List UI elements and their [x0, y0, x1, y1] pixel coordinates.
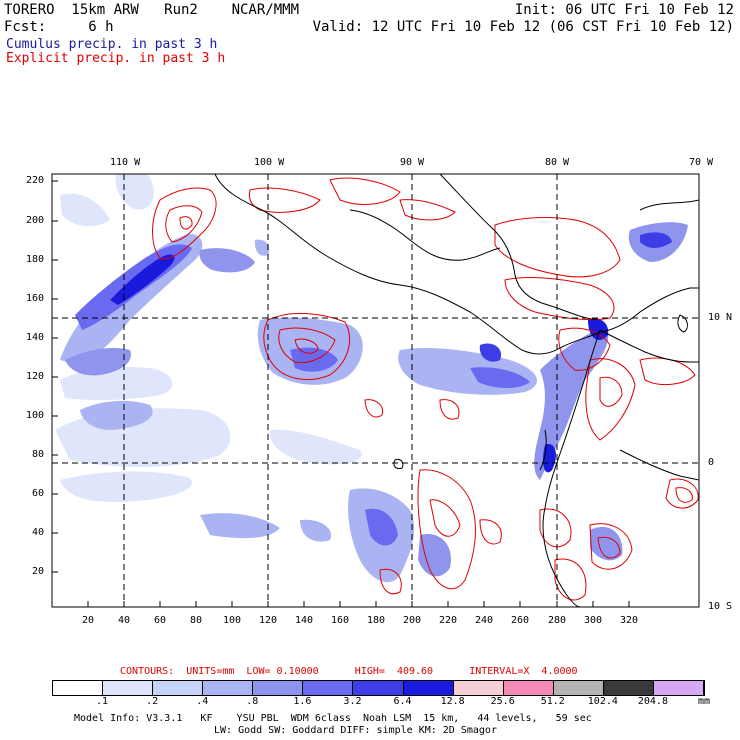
- contours-info: CONTOURS: UNITS=mm LOW= 0.10000 HIGH= 40…: [120, 666, 578, 677]
- lat-label-10s: 10 S: [708, 601, 733, 612]
- colorbar-label: 51.2: [540, 696, 565, 707]
- y-tick-label: 160: [26, 293, 45, 304]
- colorbar-swatch: [503, 681, 554, 695]
- colorbar-swatch: [103, 681, 154, 695]
- colorbar-label: 1.6: [293, 696, 312, 707]
- x-tick-label: 300: [584, 615, 603, 626]
- y-tick-label: 60: [32, 488, 45, 499]
- x-tick-label: 280: [548, 615, 567, 626]
- colorbar-label: 12.8: [440, 696, 465, 707]
- colorbar-label: 3.2: [343, 696, 362, 707]
- colorbar-label: .4: [196, 696, 209, 707]
- colorbar-swatch: [253, 681, 304, 695]
- model-physics: LW: Godd SW: Goddard DIFF: simple KM: 2D…: [214, 725, 497, 736]
- y-tick-label: 180: [26, 254, 45, 265]
- colorbar-label: 204.8: [637, 696, 668, 707]
- colorbar-swatch: [553, 681, 604, 695]
- y-tick-label: 120: [26, 371, 45, 382]
- colorbar-swatch: [603, 681, 654, 695]
- lon-label-100w: 100 W: [254, 157, 285, 168]
- x-tick-label: 120: [259, 615, 278, 626]
- x-tick-label: 260: [511, 615, 530, 626]
- x-tick-label: 80: [190, 615, 203, 626]
- lat-label-0: 0: [708, 457, 715, 468]
- colorbar-swatch: [203, 681, 254, 695]
- explicit-precip-contours: [152, 177, 699, 601]
- y-tick-label: 140: [26, 332, 45, 343]
- colorbar-swatch: [53, 681, 104, 695]
- colorbar-label: .2: [146, 696, 159, 707]
- lon-label-110w: 110 W: [110, 157, 141, 168]
- init-time: Init: 06 UTC Fri 10 Feb 12: [514, 2, 734, 18]
- lon-label-70w: 70 W: [689, 157, 714, 168]
- y-tick-label: 20: [32, 566, 45, 577]
- cumulus-precip-shading: [55, 174, 688, 583]
- lon-label-90w: 90 W: [400, 157, 425, 168]
- lat-label-10n: 10 N: [708, 312, 733, 323]
- y-tick-label: 100: [26, 410, 45, 421]
- colorbar-label: .1: [96, 696, 109, 707]
- colorbar-unit: mm: [698, 696, 711, 707]
- x-tick-label: 180: [367, 615, 386, 626]
- colorbar-swatch: [653, 681, 704, 695]
- y-tick-label: 200: [26, 215, 45, 226]
- model-title: TORERO 15km ARW Run2 NCAR/MMM: [4, 2, 300, 18]
- cumulus-title: Cumulus precip. in past 3 h: [6, 37, 218, 52]
- colorbar-label: .8: [246, 696, 259, 707]
- x-tick-label: 220: [439, 615, 458, 626]
- x-tick-label: 40: [118, 615, 131, 626]
- colorbar-label: 102.4: [587, 696, 618, 707]
- y-tick-marks: [52, 180, 58, 573]
- colorbar-swatch: [453, 681, 504, 695]
- colorbar-label: 6.4: [393, 696, 412, 707]
- colorbar-swatch: [303, 681, 354, 695]
- valid-time: Valid: 12 UTC Fri 10 Feb 12 (06 CST Fri …: [312, 19, 734, 35]
- colorbar-label: 25.6: [490, 696, 515, 707]
- x-tick-label: 320: [620, 615, 639, 626]
- x-tick-label: 20: [82, 615, 95, 626]
- forecast-hour: Fcst: 6 h: [4, 19, 114, 35]
- coastline: [214, 174, 699, 607]
- x-tick-label: 140: [295, 615, 314, 626]
- y-tick-label: 220: [26, 175, 45, 186]
- lon-label-80w: 80 W: [545, 157, 570, 168]
- colorbar: [52, 680, 705, 696]
- lat-lon-grid: [52, 174, 699, 607]
- y-tick-label: 80: [32, 449, 45, 460]
- model-info: Model Info: V3.3.1 KF YSU PBL WDM 6class…: [74, 713, 592, 724]
- x-tick-label: 200: [403, 615, 422, 626]
- explicit-title: Explicit precip. in past 3 h: [6, 51, 226, 66]
- x-tick-label: 100: [223, 615, 242, 626]
- x-tick-label: 160: [331, 615, 350, 626]
- colorbar-swatch: [353, 681, 404, 695]
- x-tick-label: 60: [154, 615, 167, 626]
- colorbar-swatch: [153, 681, 204, 695]
- y-tick-label: 40: [32, 527, 45, 538]
- colorbar-swatch: [403, 681, 454, 695]
- x-tick-label: 240: [475, 615, 494, 626]
- x-tick-marks: [87, 601, 630, 607]
